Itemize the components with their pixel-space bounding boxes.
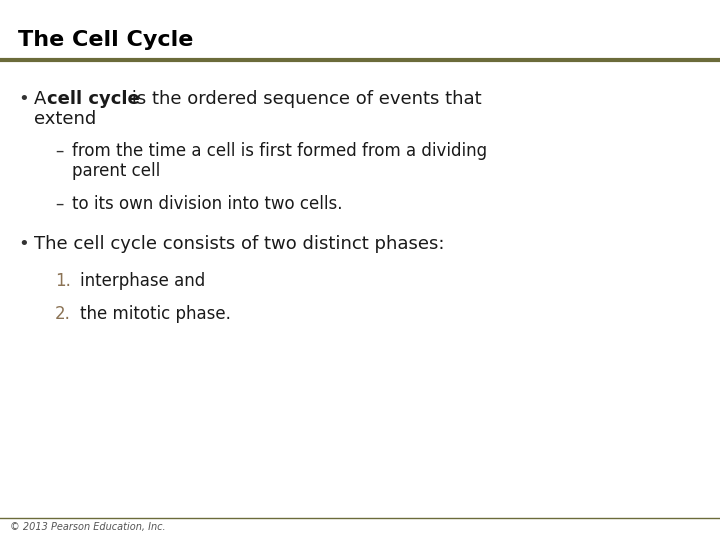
- Text: A: A: [34, 90, 52, 108]
- Text: –: –: [55, 142, 63, 160]
- Text: extend: extend: [34, 110, 96, 128]
- Text: is the ordered sequence of events that: is the ordered sequence of events that: [126, 90, 482, 108]
- Text: The Cell Cycle: The Cell Cycle: [18, 30, 194, 50]
- Text: parent cell: parent cell: [72, 162, 161, 180]
- Text: –: –: [55, 195, 63, 213]
- Text: •: •: [18, 90, 29, 108]
- Text: 2.: 2.: [55, 305, 71, 323]
- Text: •: •: [18, 235, 29, 253]
- Text: © 2013 Pearson Education, Inc.: © 2013 Pearson Education, Inc.: [10, 522, 166, 532]
- Text: interphase and: interphase and: [80, 272, 205, 290]
- Text: 1.: 1.: [55, 272, 71, 290]
- Text: to its own division into two cells.: to its own division into two cells.: [72, 195, 343, 213]
- Text: cell cycle: cell cycle: [47, 90, 140, 108]
- Text: the mitotic phase.: the mitotic phase.: [80, 305, 231, 323]
- Text: The cell cycle consists of two distinct phases:: The cell cycle consists of two distinct …: [34, 235, 444, 253]
- Text: from the time a cell is first formed from a dividing: from the time a cell is first formed fro…: [72, 142, 487, 160]
